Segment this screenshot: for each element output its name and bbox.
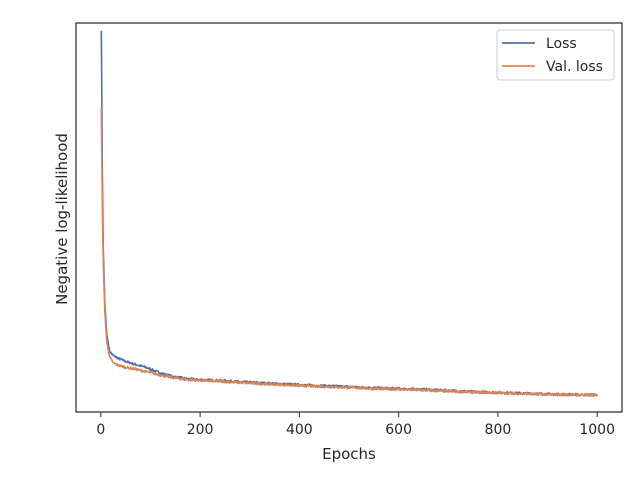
- legend-label-loss: Loss: [546, 36, 577, 52]
- plot-area: [76, 23, 622, 412]
- x-tick-label: 600: [385, 422, 412, 438]
- x-tick-label: 200: [187, 422, 214, 438]
- x-tick-label: 800: [485, 422, 512, 438]
- series-line-val-loss: [100, 108, 598, 398]
- y-axis-label: Negative log-likelihood: [53, 133, 71, 305]
- legend-label-val-loss: Val. loss: [546, 59, 603, 75]
- x-tick-label: 400: [286, 422, 313, 438]
- x-tick-label: 1000: [579, 422, 615, 438]
- x-tick-label: 0: [96, 422, 105, 438]
- legend: Loss Val. loss: [496, 29, 615, 81]
- x-axis-label: Epochs: [322, 445, 376, 463]
- plot-frame: [75, 22, 623, 413]
- x-axis-ticks: 0 200 400 600 800 1000: [96, 412, 615, 438]
- series-layer: [100, 30, 598, 398]
